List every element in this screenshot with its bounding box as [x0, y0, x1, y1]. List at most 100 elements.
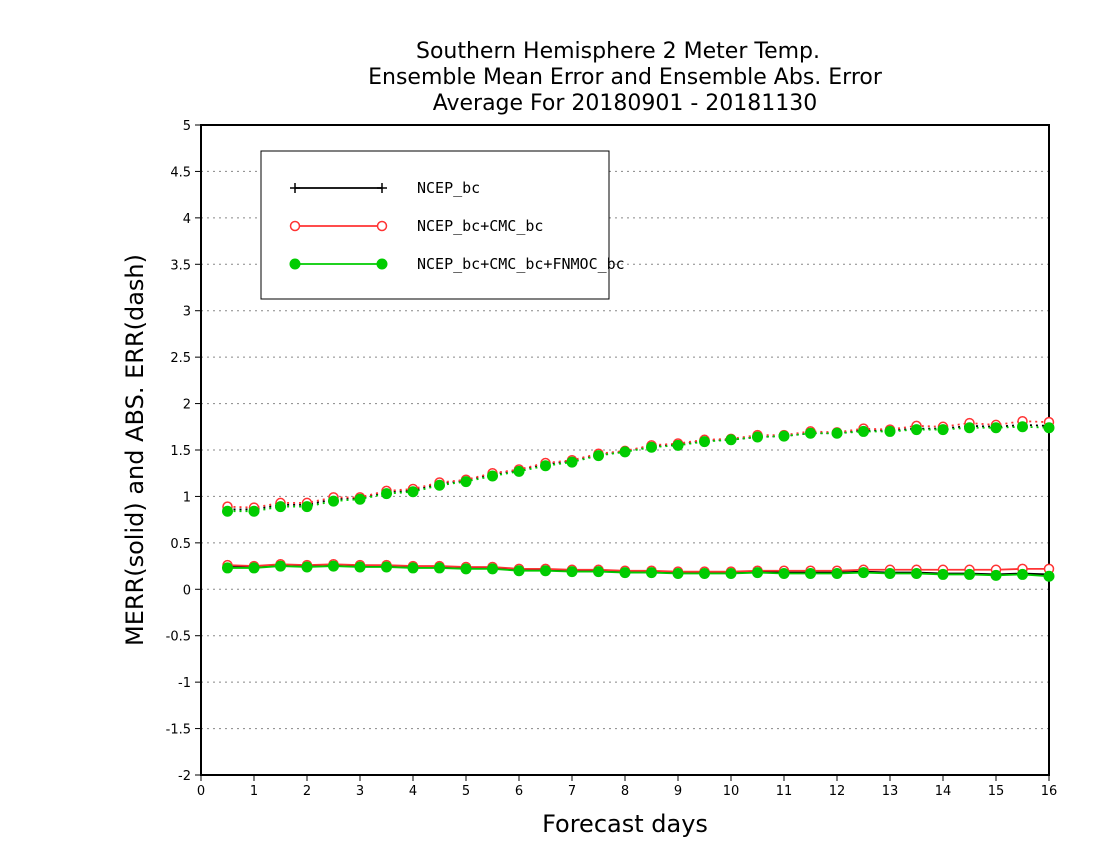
y-tick-label: 2: [183, 398, 191, 413]
abs-err-point: [434, 479, 445, 491]
abs-err-point: [275, 501, 286, 513]
x-tick-label: 11: [776, 784, 793, 799]
x-tick-label: 0: [197, 784, 205, 799]
merr-point: [884, 568, 896, 579]
merr-point: [487, 563, 498, 575]
merr-point: [778, 568, 790, 579]
x-tick-label: 1: [250, 784, 258, 799]
abs-err-point: [1043, 422, 1055, 434]
legend-item: NCEP_bc+CMC_bc: [289, 217, 543, 235]
abs-err-point: [646, 441, 657, 453]
y-tick-label: 2.5: [170, 351, 191, 366]
abs-err-point: [407, 486, 419, 498]
legend-label: NCEP_bc+CMC_bc+FNMOC_bc: [417, 255, 625, 273]
legend-label: NCEP_bc+CMC_bc: [417, 217, 543, 235]
merr-point: [1017, 568, 1028, 580]
x-tick-label: 7: [568, 784, 576, 799]
merr-point: [354, 561, 366, 573]
legend-marker: [289, 258, 301, 270]
chart-title: Southern Hemisphere 2 Meter Temp. Ensemb…: [368, 39, 883, 116]
x-tick-label: 6: [515, 784, 523, 799]
abs-err-point: [911, 424, 922, 436]
x-tick-label: 8: [621, 784, 629, 799]
merr-point: [858, 567, 869, 579]
merr-point: [593, 566, 604, 578]
legend: NCEP_bc NCEP_bc+CMC_bc NCEP_bc+CMC_bc+FNMO…: [260, 150, 625, 300]
y-tick-label: -0.5: [166, 630, 191, 645]
legend-item: NCEP_bc+CMC_bc+FNMOC_bc: [289, 255, 625, 273]
merr-point: [566, 566, 578, 578]
abs-err-line: [227, 424, 1050, 511]
abs-err-point: [381, 488, 392, 500]
merr-point: [990, 569, 1002, 581]
abs-err-point: [619, 446, 631, 458]
series-layer: [222, 415, 1055, 582]
abs-err-point: [672, 439, 684, 451]
abs-err-point: [990, 422, 1002, 434]
abs-err-point: [513, 465, 525, 477]
y-tick-label: 1.5: [170, 444, 191, 459]
merr-point: [619, 567, 631, 579]
y-tick-label: 1: [183, 490, 191, 505]
merr-point: [911, 568, 922, 579]
legend-marker: [377, 183, 387, 193]
y-tick-label: 4.5: [170, 165, 191, 180]
legend-marker: [376, 258, 388, 270]
abs-err-point: [222, 505, 233, 517]
x-tick-label: 9: [674, 784, 682, 799]
x-tick-label: 3: [356, 784, 364, 799]
abs-err-point: [487, 470, 498, 482]
merr-point: [672, 568, 684, 579]
abs-err-line: [227, 420, 1050, 509]
merr-point: [646, 567, 657, 579]
merr-point: [725, 568, 737, 579]
legend-marker: [289, 220, 301, 232]
abs-err-point: [248, 505, 260, 517]
merr-point: [381, 561, 392, 573]
abs-err-point: [884, 425, 896, 437]
y-tick-label: -1: [178, 676, 191, 691]
merr-point: [407, 562, 419, 574]
x-tick-label: 12: [829, 784, 846, 799]
legend-marker: [376, 220, 388, 232]
merr-line: [227, 563, 1049, 573]
abs-err-point: [1017, 421, 1028, 433]
merr-point: [752, 567, 763, 579]
chart-title-line-3: Average For 20180901 - 20181130: [433, 91, 818, 116]
y-tick-label: -2: [178, 769, 191, 784]
x-tick-label: 15: [988, 784, 1005, 799]
y-tick-label: 3.5: [170, 258, 191, 273]
merr-point: [831, 568, 843, 579]
abs-err-point: [778, 430, 790, 442]
y-tick-label: 0: [183, 583, 191, 598]
y-tick-label: -1.5: [166, 723, 191, 738]
merr-point: [805, 568, 816, 579]
x-tick-label: 13: [882, 784, 899, 799]
merr-point: [434, 562, 445, 574]
abs-err-point: [460, 476, 472, 488]
abs-err-point: [805, 427, 816, 439]
merr-point: [460, 563, 472, 575]
abs-err-point: [964, 422, 975, 434]
merr-point: [1043, 570, 1055, 582]
merr-point: [937, 568, 949, 580]
legend-box: [260, 150, 610, 300]
x-tick-label: 4: [409, 784, 417, 799]
abs-err-point: [937, 424, 949, 436]
series-ncep-bc-cmc-bc-fnmoc-bc: [222, 421, 1055, 582]
merr-point: [699, 568, 710, 579]
merr-point: [328, 560, 339, 572]
x-tick-label: 5: [462, 784, 470, 799]
x-tick-label: 14: [935, 784, 952, 799]
abs-err-point: [699, 436, 710, 448]
merr-point: [248, 562, 260, 574]
chart-title-line-1: Southern Hemisphere 2 Meter Temp.: [416, 39, 820, 64]
merr-point: [222, 562, 233, 574]
merr-point: [275, 560, 286, 572]
y-tick-label: 5: [183, 119, 191, 134]
y-tick-label: 3: [183, 305, 191, 320]
abs-err-point: [593, 450, 604, 462]
abs-err-point: [540, 460, 551, 472]
abs-err-point: [566, 456, 578, 468]
